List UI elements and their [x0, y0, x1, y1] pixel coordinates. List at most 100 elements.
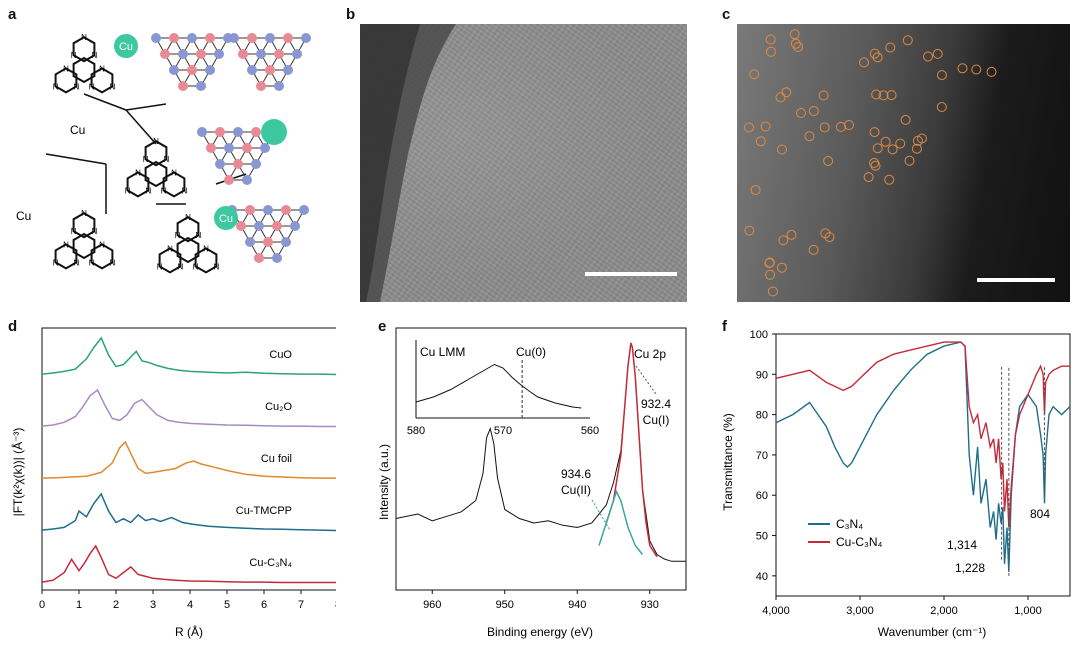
- cu-atom-label: Cu: [219, 213, 233, 225]
- peak-label-cu2: Cu(II): [561, 483, 591, 497]
- lattice-node: [160, 49, 170, 59]
- lattice-node: [196, 49, 206, 59]
- cu-label: Cu: [16, 209, 31, 223]
- series-1-line: [41, 388, 336, 428]
- lattice-node: [301, 33, 311, 43]
- atom-marker: [804, 131, 815, 142]
- polymer-lattice: [229, 33, 311, 91]
- lattice-node: [272, 221, 282, 231]
- x-tick-label: 2: [113, 599, 119, 611]
- lattice-node: [169, 65, 179, 75]
- atom-marker: [859, 57, 869, 68]
- lattice-node: [169, 33, 179, 43]
- y-tick-label: 100: [750, 329, 768, 341]
- lattice-node: [247, 65, 257, 75]
- y-tick-label: 60: [756, 490, 768, 502]
- atom-marker: [765, 34, 776, 45]
- atom-marker: [744, 225, 755, 236]
- n-atom: N: [153, 137, 159, 146]
- x-tick-label: 1: [76, 599, 82, 611]
- atom-marker: [818, 90, 829, 101]
- n-atom: N: [157, 262, 163, 271]
- n-atom: N: [193, 262, 199, 271]
- series-1-line: [605, 342, 658, 558]
- bond: [125, 103, 167, 111]
- x-tick-label: 7: [298, 599, 304, 611]
- lattice-node: [205, 33, 215, 43]
- inset-tick-label: 580: [407, 425, 425, 437]
- atom-marker: [778, 235, 789, 246]
- lattice-node: [265, 33, 275, 43]
- series-0-line: [775, 341, 1071, 572]
- n-atom: N: [89, 258, 95, 267]
- atom-marker: [869, 48, 880, 59]
- atom-marker: [819, 122, 830, 133]
- atom-marker: [986, 66, 997, 77]
- atom-marker: [870, 160, 881, 171]
- ring: [144, 140, 168, 167]
- atom-marker: [886, 90, 897, 101]
- x-tick-label: 2,000: [930, 605, 958, 617]
- n-atom: N: [81, 33, 87, 42]
- lattice-node: [187, 65, 197, 75]
- series-0-line: [395, 342, 686, 562]
- scale-bar: [977, 278, 1055, 282]
- ring: [90, 67, 114, 94]
- atom-marker: [796, 108, 806, 118]
- x-tick-label: 0: [39, 599, 45, 611]
- x-tick-label: 3: [150, 599, 156, 611]
- x-tick-label: 930: [641, 599, 659, 611]
- n-atom: N: [74, 258, 80, 267]
- atom-marker: [844, 120, 854, 130]
- n-atom: N: [203, 244, 209, 253]
- lattice-node: [245, 205, 255, 215]
- atom-marker: [765, 269, 776, 280]
- ylabel-f: Transmittance (%): [722, 413, 735, 511]
- lattice-node: [205, 65, 215, 75]
- lattice-node: [263, 205, 273, 215]
- atom-marker: [911, 143, 922, 154]
- n-atom: N: [71, 51, 77, 60]
- scale-bar: [585, 272, 677, 276]
- atom-marker: [777, 144, 787, 155]
- cu-atom: [114, 34, 138, 58]
- peak-label-934: 934.6: [561, 467, 591, 481]
- n-atom: N: [164, 155, 170, 164]
- n-atom: N: [53, 258, 59, 267]
- atom-marker: [823, 156, 834, 166]
- lattice-node: [274, 81, 284, 91]
- n-atom: N: [171, 168, 177, 177]
- series-2-line: [41, 440, 336, 479]
- ring: [176, 236, 200, 264]
- n-atom: N: [161, 186, 167, 195]
- inset-tick-label: 570: [494, 425, 512, 437]
- n-atom: N: [110, 258, 116, 267]
- xps-chart: Intensity (a.u.) Binding energy (eV) Cu …: [377, 327, 687, 639]
- lattice-node: [215, 159, 225, 169]
- atom-marker: [775, 92, 786, 103]
- ftir-chart: Transmittance (%) Wavenumber (cm⁻¹) 4,00…: [722, 329, 1071, 639]
- lattice-node: [245, 237, 255, 247]
- atom-marker: [744, 122, 754, 133]
- atom-marker: [755, 136, 766, 147]
- n-atom: N: [167, 244, 173, 253]
- n-atom: N: [99, 240, 105, 249]
- polymer-lattice: [151, 33, 233, 91]
- atom-marker: [764, 258, 775, 269]
- atom-marker: [790, 38, 801, 49]
- lattice-node: [197, 127, 207, 137]
- series-0-line: [41, 336, 336, 376]
- y-tick-label: 90: [756, 369, 768, 381]
- lattice-node: [236, 221, 246, 231]
- n-atom: N: [143, 155, 149, 164]
- x-tick-label: 940: [568, 599, 586, 611]
- series-4-line: [41, 544, 336, 584]
- series-1-line: [775, 341, 1070, 528]
- cu-atom: [214, 206, 238, 230]
- x-tick-label: 960: [423, 599, 441, 611]
- xlabel-e: Binding energy (eV): [487, 625, 593, 639]
- atom-marker: [781, 87, 792, 98]
- series-label: Cu-C₃N₄: [249, 557, 292, 569]
